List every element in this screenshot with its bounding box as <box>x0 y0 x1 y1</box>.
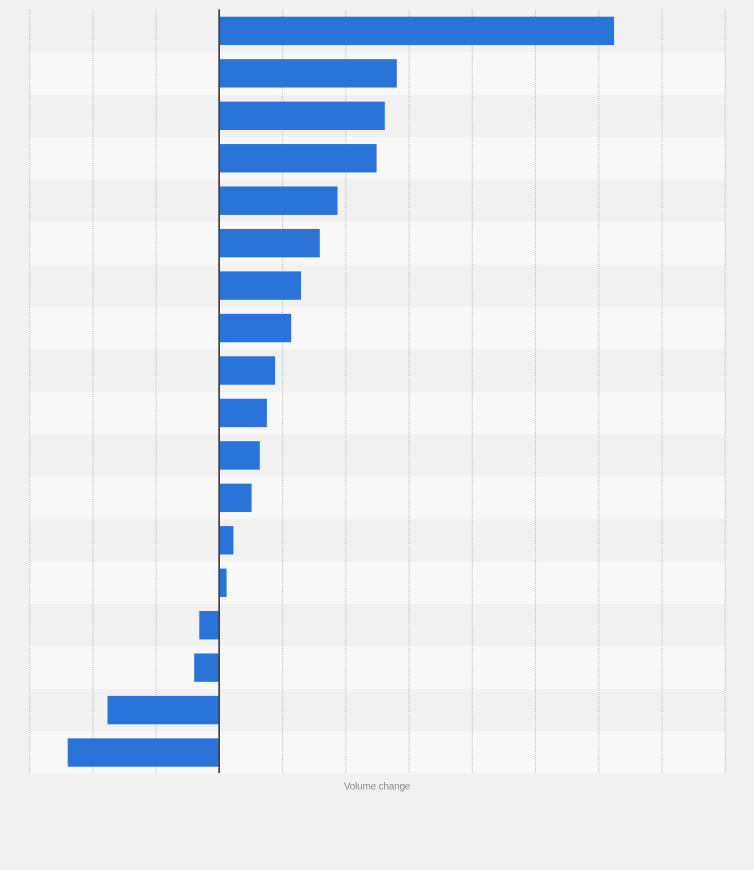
svg-text:Volume change: Volume change <box>344 781 411 792</box>
